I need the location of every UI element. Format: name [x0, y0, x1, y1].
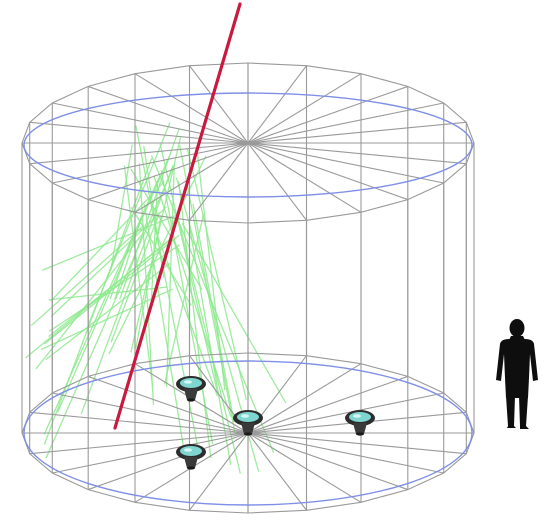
- cherenkov-ray: [143, 204, 186, 454]
- cherenkov-ray: [123, 165, 154, 386]
- tank-bottom-cap-spoke: [247, 432, 408, 491]
- tank-top-cap-spoke: [88, 85, 249, 144]
- cherenkov-ray: [135, 215, 162, 349]
- pmt-highlight: [184, 448, 192, 452]
- tank-top-cap-spoke: [134, 73, 249, 144]
- tank-bottom-cap-spoke: [29, 432, 249, 455]
- tank-top-cap-spoke: [247, 142, 467, 165]
- cherenkov-light-rays: [25, 122, 287, 474]
- cherenkov-ray: [178, 181, 212, 459]
- person-right-leg: [519, 396, 529, 429]
- tank-bottom-cap-spoke: [88, 375, 249, 434]
- cherenkov-ray: [176, 213, 242, 474]
- tank-top-cap-spoke: [247, 142, 408, 201]
- person-figure: [496, 319, 538, 429]
- tank-top-cap-spoke: [247, 142, 362, 213]
- tank-top-cap-spoke: [52, 102, 249, 144]
- tank-top-cap-spoke: [247, 73, 362, 144]
- tank-top-cap-spoke: [88, 142, 249, 201]
- photomultiplier-tube-icon: [233, 410, 263, 436]
- cherenkov-ray: [48, 286, 168, 301]
- tank-top-cap-spoke: [189, 142, 249, 221]
- pmt-foot: [356, 432, 364, 436]
- cherenkov-ray: [48, 239, 171, 338]
- cherenkov-ray: [30, 224, 145, 327]
- person-left-leg: [506, 396, 516, 428]
- person-torso: [496, 339, 538, 398]
- pmt-foot: [187, 398, 195, 402]
- pmt-foot: [187, 466, 195, 470]
- cherenkov-ray: [45, 168, 174, 459]
- pmt-base: [241, 423, 255, 434]
- tank-top-cap-spoke: [29, 142, 249, 165]
- tank-top-cap-spoke: [247, 85, 408, 144]
- cherenkov-ray: [40, 288, 173, 351]
- tank-top-cap-spoke: [29, 121, 249, 144]
- tank-bottom-cap-spoke: [52, 432, 249, 474]
- cherenkov-ray: [160, 170, 214, 445]
- cherenkov-ray: [35, 232, 144, 370]
- cherenkov-ray: [45, 262, 171, 361]
- pmt-highlight: [184, 380, 192, 384]
- tank-bottom-cap-spoke: [52, 392, 249, 434]
- tank-bottom-cap-spoke: [247, 432, 467, 455]
- cherenkov-ray: [44, 234, 180, 345]
- pmt-highlight: [241, 414, 249, 418]
- person-silhouette-icon: [496, 319, 538, 429]
- cherenkov-ray: [50, 206, 167, 318]
- cherenkov-ray: [188, 226, 232, 465]
- photomultiplier-tubes: [176, 376, 375, 470]
- muon-track: [113, 2, 242, 430]
- tank-bottom-cap-spoke: [29, 411, 249, 434]
- cherenkov-ray: [181, 222, 287, 404]
- photomultiplier-tube-icon: [176, 444, 206, 470]
- muon-track-line: [113, 2, 242, 430]
- pmt-base: [184, 457, 198, 468]
- cherenkov-ray: [192, 203, 235, 423]
- photomultiplier-tube-icon: [176, 376, 206, 402]
- cherenkov-ray: [186, 148, 247, 400]
- cherenkov-ray: [50, 181, 165, 302]
- cherenkov-ray: [80, 164, 174, 415]
- photomultiplier-tube-icon: [345, 410, 375, 436]
- tank-top-cap-spoke: [247, 142, 444, 184]
- pmt-foot: [244, 432, 252, 436]
- pmt-base: [184, 389, 198, 400]
- tank-bottom-inner-rim: [23, 360, 473, 506]
- cherenkov-ray: [150, 155, 275, 454]
- tank-top-cap-spoke: [134, 142, 249, 213]
- tank-top-inner-rim: [23, 92, 473, 198]
- tank-bottom-cap-spoke: [189, 432, 249, 511]
- tank-bottom-cap-spoke: [88, 432, 249, 491]
- tank-top-cap-spoke: [52, 142, 249, 184]
- tank-bottom-cap-spoke: [247, 432, 307, 511]
- cherenkov-ray: [87, 122, 171, 326]
- cherenkov-ray: [163, 214, 205, 385]
- pmt-base: [353, 423, 367, 434]
- tank-top-cap-spoke: [247, 65, 307, 144]
- tank-top-cap-spoke: [247, 121, 467, 144]
- pmt-highlight: [353, 414, 361, 418]
- tank-bottom-cap-spoke: [247, 375, 408, 434]
- tank-top-cap-spoke: [189, 65, 249, 144]
- cherenkov-ray: [110, 144, 133, 270]
- tank-top-cap-spoke: [247, 142, 307, 221]
- tank-bottom-cap-spoke: [247, 432, 362, 503]
- person-head: [509, 319, 525, 337]
- tank-bottom-cap-spoke: [247, 392, 444, 434]
- cylinder-tank-wireframe: [21, 62, 475, 514]
- tank-bottom-cap-spoke: [247, 363, 362, 434]
- tank-top-cap-spoke: [247, 102, 444, 144]
- tank-bottom-cap-spoke: [247, 432, 444, 474]
- cherenkov-ray: [42, 213, 180, 271]
- cherenkov-ray: [138, 163, 155, 405]
